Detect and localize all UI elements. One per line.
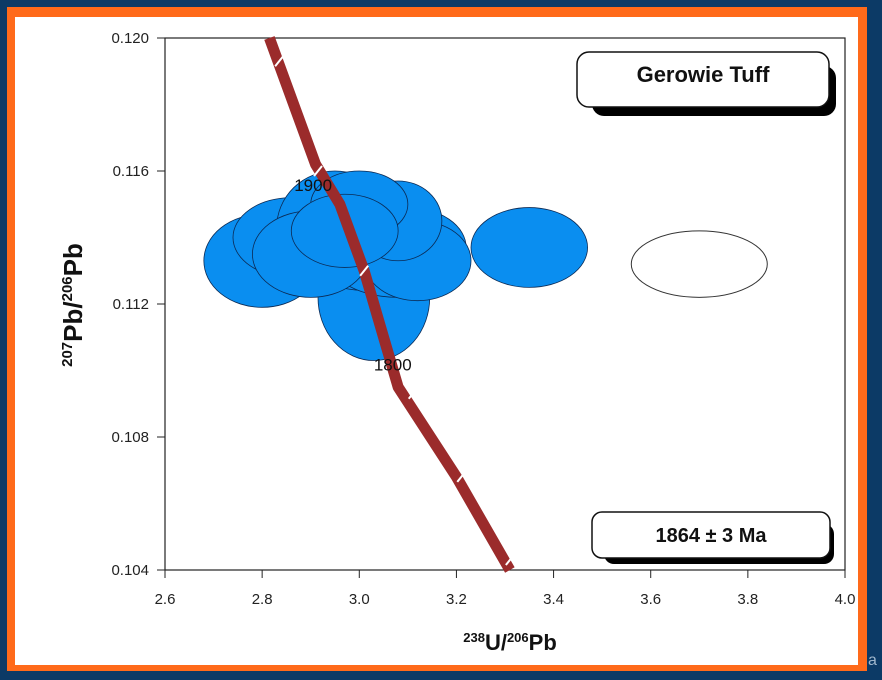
x-axis-ticks: 2.6 2.8 3.0 3.2 3.4 3.6 3.8 4.0 [155, 570, 856, 608]
concordia-age-tick [505, 554, 515, 566]
x-tick-label: 2.6 [155, 591, 176, 608]
x-axis-label: 238U/206Pb [463, 630, 557, 655]
x-tick-label: 3.6 [640, 591, 661, 608]
x-tick-label: 2.8 [252, 591, 273, 608]
chart-title: Gerowie Tuff [637, 62, 770, 87]
age-label-1800: 1800 [374, 356, 412, 375]
x-tick-label: 3.2 [446, 591, 467, 608]
concordia-group [264, 36, 515, 573]
y-tick-label: 0.120 [111, 30, 149, 47]
y-axis-label: 207Pb/206Pb [58, 243, 88, 367]
ellipse-group [203, 170, 768, 361]
concordia-age-tick [407, 388, 418, 400]
concordia-age-tick [274, 55, 284, 67]
x-tick-label: 3.4 [543, 591, 564, 608]
age-result: 1864 ± 3 Ma [655, 525, 767, 547]
y-tick-label: 0.116 [113, 163, 149, 180]
y-axis-ticks: 0.104 0.108 0.112 0.116 0.120 [111, 30, 165, 579]
x-tick-label: 3.8 [737, 591, 758, 608]
concordia-age-tick [456, 471, 467, 483]
age-box: 1864 ± 3 Ma [591, 511, 834, 564]
x-tick-label: 3.0 [349, 591, 370, 608]
error-ellipse [630, 230, 768, 298]
x-tick-label: 4.0 [835, 591, 856, 608]
title-box: Gerowie Tuff [576, 51, 836, 116]
age-label-1900: 1900 [294, 176, 332, 195]
y-tick-label: 0.108 [111, 429, 149, 446]
y-tick-label: 0.112 [113, 296, 149, 313]
concordia-age-tick [313, 165, 323, 177]
y-tick-label: 0.104 [111, 562, 149, 579]
error-ellipse [470, 207, 588, 288]
concordia-age-tick [359, 265, 369, 277]
stray-text: a [868, 652, 877, 669]
